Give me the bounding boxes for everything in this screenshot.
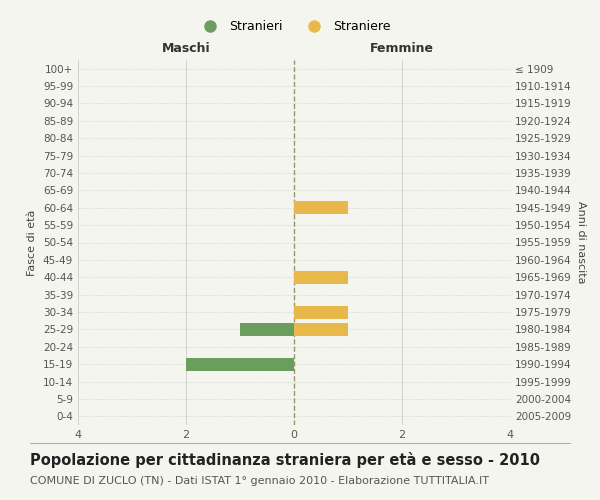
Text: COMUNE DI ZUCLO (TN) - Dati ISTAT 1° gennaio 2010 - Elaborazione TUTTITALIA.IT: COMUNE DI ZUCLO (TN) - Dati ISTAT 1° gen… — [30, 476, 489, 486]
Bar — [240, 323, 294, 336]
Y-axis label: Anni di nascita: Anni di nascita — [575, 201, 586, 284]
Bar — [294, 270, 348, 284]
Text: Maschi: Maschi — [161, 42, 211, 55]
Text: Popolazione per cittadinanza straniera per età e sesso - 2010: Popolazione per cittadinanza straniera p… — [30, 452, 540, 468]
Text: Femmine: Femmine — [370, 42, 434, 55]
Y-axis label: Fasce di età: Fasce di età — [28, 210, 37, 276]
Bar — [294, 306, 348, 318]
Legend: Stranieri, Straniere: Stranieri, Straniere — [193, 15, 395, 38]
Bar — [294, 201, 348, 214]
Bar — [186, 358, 294, 370]
Bar — [294, 323, 348, 336]
